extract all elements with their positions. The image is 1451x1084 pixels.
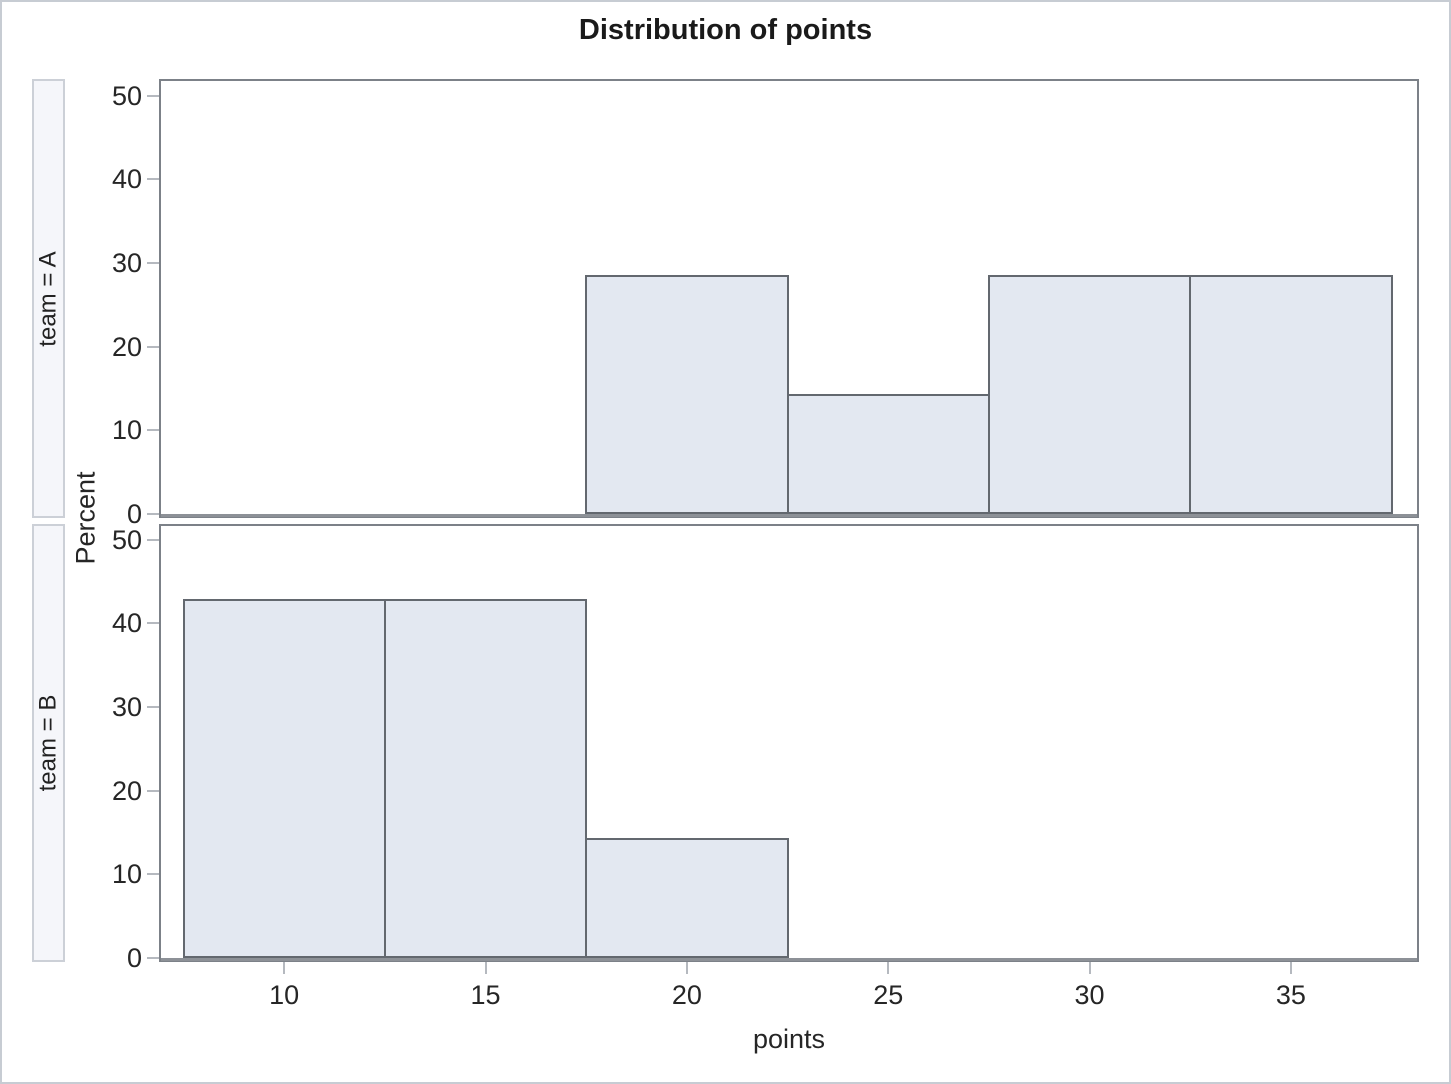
y-tick-mark: [147, 178, 159, 181]
zero-baseline: [161, 958, 1417, 961]
histogram-bar: [585, 275, 789, 514]
y-tick-label: 40: [111, 608, 142, 639]
y-tick-mark: [147, 261, 159, 264]
histogram-bar: [183, 599, 386, 958]
x-tick-mark: [484, 962, 487, 974]
y-tick-label: 30: [111, 247, 142, 278]
x-tick-mark: [283, 962, 286, 974]
x-tick-label: 25: [873, 980, 904, 1010]
y-tick-mark: [147, 513, 159, 515]
x-axis-label: points: [752, 1024, 826, 1054]
histogram-bar: [585, 838, 789, 958]
y-tick-label: 10: [111, 415, 142, 446]
y-tick-label: 20: [111, 331, 142, 362]
zero-baseline: [161, 514, 1417, 517]
histogram-bar: [988, 275, 1191, 514]
y-tick-mark: [147, 622, 159, 625]
y-tick-label: 10: [111, 859, 142, 890]
y-tick-mark: [147, 345, 159, 348]
y-tick-label: 0: [126, 943, 142, 973]
y-tick-mark: [147, 957, 159, 959]
y-tick-label: 50: [111, 524, 142, 555]
y-tick-label: 40: [111, 164, 142, 195]
y-tick-mark: [147, 705, 159, 708]
y-tick-label: 20: [111, 775, 142, 806]
panel-strip-team-b: team = B: [32, 524, 65, 962]
y-tick-mark: [147, 429, 159, 432]
plot-area-team-b: [159, 524, 1419, 962]
x-tick-label: 35: [1275, 980, 1306, 1010]
y-tick-label: 0: [126, 499, 142, 529]
y-tick-mark: [147, 789, 159, 792]
histogram-bar: [1189, 275, 1393, 514]
chart-title: Distribution of points: [578, 14, 873, 46]
y-tick-mark: [147, 538, 159, 541]
y-tick-label: 50: [111, 80, 142, 111]
x-tick-label: 30: [1074, 980, 1105, 1010]
x-tick-label: 15: [470, 980, 501, 1010]
x-tick-label: 10: [269, 980, 300, 1010]
y-tick-mark: [147, 94, 159, 97]
y-tick-mark: [147, 873, 159, 876]
x-tick-label: 20: [671, 980, 702, 1010]
plot-area-team-a: [159, 79, 1419, 518]
strip-label-team-b: team = B: [34, 694, 62, 792]
x-tick-mark: [1289, 962, 1292, 974]
y-tick-label: 30: [111, 691, 142, 722]
x-tick-mark: [887, 962, 890, 974]
panel-strip-team-a: team = A: [32, 79, 65, 518]
strip-label-team-a: team = A: [34, 250, 62, 347]
histogram-bar: [384, 599, 587, 958]
histogram-bar: [787, 394, 990, 514]
x-tick-mark: [685, 962, 688, 974]
x-tick-mark: [1088, 962, 1091, 974]
y-axis-label: Percent: [70, 471, 101, 565]
